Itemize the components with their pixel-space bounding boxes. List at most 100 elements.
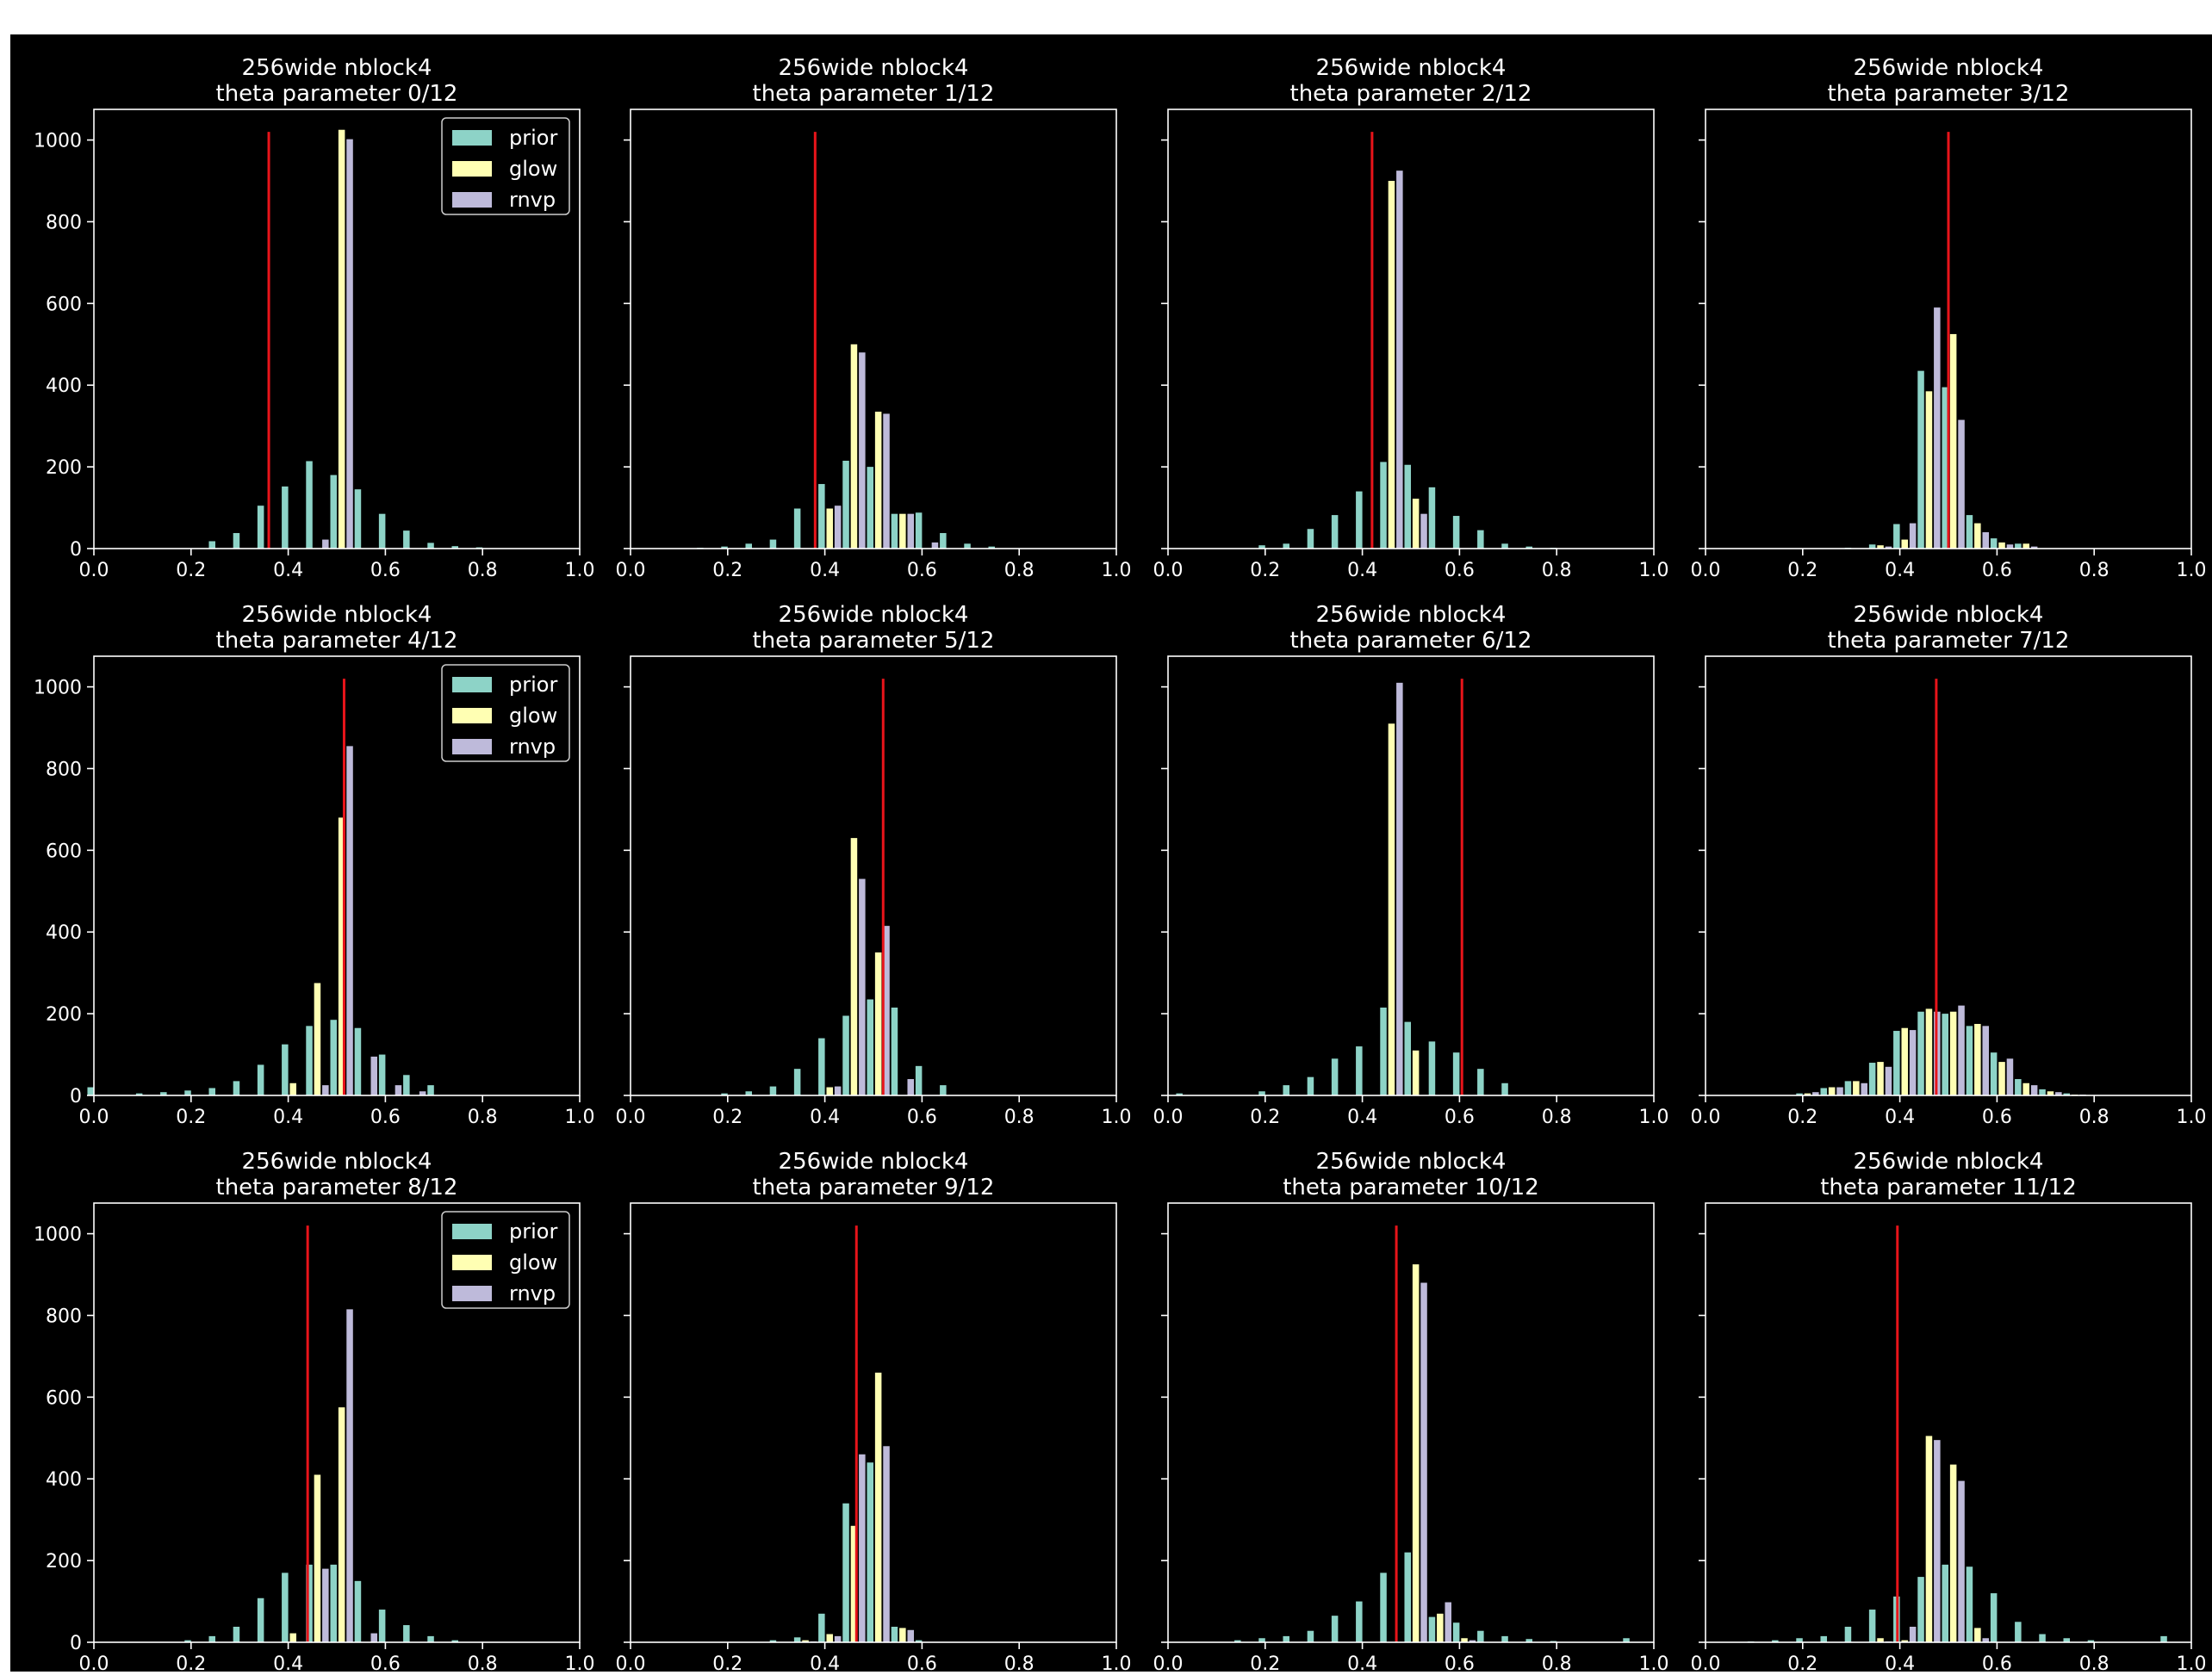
bar-rnvp [1420,1282,1427,1642]
bar-prior [354,1027,362,1095]
subplot-subtitle: theta parameter 9/12 [753,1175,995,1200]
x-tick-label: 0.2 [176,560,206,581]
bar-glow [338,817,345,1095]
bar-prior [378,1054,386,1095]
bar-prior [1501,1635,1508,1642]
bar-prior [867,467,873,549]
subplot-subtitle: theta parameter 4/12 [216,628,458,654]
subplot-title: 256wide nblock4 [1854,1149,2044,1175]
y-tick-label: 800 [46,1306,82,1327]
bar-prior [1452,1622,1460,1642]
bar-rnvp [1909,523,1917,549]
x-tick-label: 0.0 [1153,1653,1184,1672]
x-tick-label: 0.0 [1153,1107,1184,1128]
legend: prior glow rnvp [441,664,570,762]
bar-glow [314,1474,321,1642]
subplot-subtitle: theta parameter 0/12 [216,81,458,107]
x-tick-label: 0.8 [468,1653,498,1672]
bar-prior [721,546,728,549]
bar-rnvp [1934,307,1941,549]
x-tick-label: 0.2 [1250,560,1280,581]
bar-glow [874,412,882,549]
x-tick-label: 0.4 [1885,560,1915,581]
bar-prior [135,1093,143,1095]
subplot-title: 256wide nblock4 [1854,602,2044,628]
bar-rnvp [1396,171,1403,549]
legend-swatch-glow [452,161,492,177]
bar-prior [403,1075,410,1095]
bar-prior [354,1580,362,1642]
bar-prior [1772,1640,1779,1642]
bar-glow [1974,1628,1981,1642]
bar-prior [233,532,240,549]
subplot-subtitle: theta parameter 8/12 [216,1175,458,1200]
axes-frame [93,109,581,549]
x-tick-label: 0.8 [2079,560,2109,581]
y-tick-label: 800 [46,759,82,780]
y-tick-label: 0 [70,1633,82,1654]
bar-rnvp [907,513,914,549]
x-tick-label: 1.0 [2177,1107,2207,1128]
bar-prior [891,1626,898,1642]
x-tick-label: 0.4 [1347,1107,1377,1128]
bar-prior [233,1081,240,1095]
bar-prior [793,1637,801,1642]
y-tick-label: 400 [46,1469,82,1491]
bar-glow [1388,181,1395,549]
bar-prior [842,1503,849,1642]
bar-prior [1844,1626,1852,1642]
bar-prior [1307,1076,1314,1095]
bar-rnvp [322,539,329,549]
y-tick-label: 1000 [34,678,82,699]
bar-prior [354,489,362,549]
bar-prior [1990,538,1998,549]
x-tick-label: 0.6 [370,560,401,581]
bar-prior [330,1020,337,1095]
bar-prior [1942,1564,1948,1642]
bar-glow [1853,1081,1860,1095]
bar-prior [1917,1577,1924,1642]
bar-prior [330,1564,337,1642]
legend: prior glow rnvp [441,117,570,215]
bar-prior [1380,462,1387,549]
x-tick-label: 0.4 [810,560,840,581]
axes-frame [1167,655,1655,1096]
bar-prior [1283,1635,1289,1642]
bar-prior [2039,1634,2046,1642]
subplot-title: 256wide nblock4 [779,55,969,81]
x-tick-label: 0.8 [1004,560,1035,581]
subplot-title: 256wide nblock4 [779,602,969,628]
subplot-subtitle: theta parameter 5/12 [753,628,995,654]
bar-prior [1380,1008,1387,1095]
bar-rnvp [2006,1058,2014,1095]
subplot-4: 0.0 0.2 0.4 0.6 0.8 1.0 0 200 400 600 800 1000 256wi… [34,602,595,1128]
legend-label-prior: prior [509,673,557,697]
legend-label-glow: glow [509,704,557,728]
bar-prior [745,543,752,549]
subplot-subtitle: theta parameter 3/12 [1828,81,2070,107]
histogram-grid-svg: 0.0 0.2 0.4 0.6 0.8 1.0 0 200 400 600 800 1000 256wi… [34,55,2207,1675]
bar-prior [257,1597,264,1642]
bar-prior [1942,387,1948,549]
bar-glow [802,1640,809,1642]
x-tick-label: 0.6 [907,1107,937,1128]
x-tick-label: 0.0 [616,1653,646,1672]
x-tick-label: 0.0 [79,1653,109,1672]
bar-rnvp [907,1629,914,1642]
x-tick-label: 0.0 [1153,560,1184,581]
bar-glow [2022,543,2029,549]
bar-prior [1404,464,1411,549]
bar-prior [306,461,313,549]
axes-frame [93,1202,581,1643]
bar-prior [1428,487,1436,549]
bar-rnvp [883,926,890,1095]
bar-glow [874,952,882,1095]
x-tick-label: 0.2 [1250,1107,1280,1128]
bar-glow [850,1525,858,1642]
bar-prior [1380,1573,1387,1642]
bar-rnvp [1885,1066,1892,1095]
bar-prior [1917,370,1924,549]
bar-prior [1844,1081,1852,1095]
